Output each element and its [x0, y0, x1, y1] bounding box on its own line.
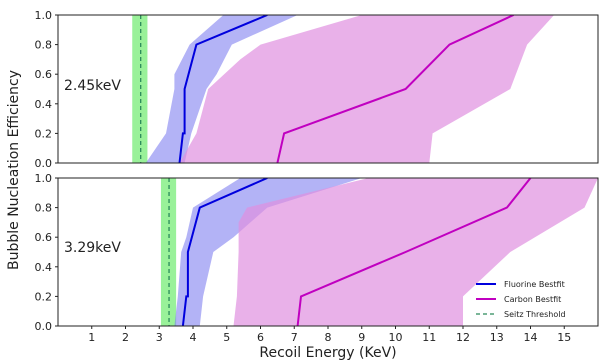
x-tick-label: 5: [223, 331, 230, 344]
y-tick-label: 0.8: [35, 39, 53, 52]
x-tick-label: 8: [325, 331, 332, 344]
x-tick-label: 15: [557, 331, 571, 344]
legend-label-fluorine: Fluorine Bestfit: [504, 280, 565, 289]
panel-label: 3.29keV: [64, 240, 121, 256]
x-tick-label: 7: [291, 331, 298, 344]
y-tick-label: 0.6: [35, 68, 53, 81]
y-tick-label: 0.0: [35, 157, 53, 170]
x-tick-label: 10: [389, 331, 403, 344]
y-tick-label: 0.6: [35, 231, 53, 244]
legend: Fluorine Bestfit Carbon Bestfit Seitz Th…: [476, 280, 566, 319]
panel-bottom: 0.0 0.2 0.4 0.6 0.8 1.0 3.29keV: [35, 172, 599, 333]
x-axis-label: Recoil Energy (KeV): [259, 345, 396, 360]
carbon-band: [233, 178, 598, 326]
carbon-bestfit-line: [276, 15, 515, 163]
legend-label-seitz: Seitz Threshold: [504, 310, 566, 319]
y-tick-label: 0.0: [35, 320, 53, 333]
legend-label-carbon: Carbon Bestfit: [504, 295, 561, 304]
y-tick-label: 0.2: [35, 127, 53, 140]
x-tick-label: 9: [358, 331, 365, 344]
x-tick-label: 13: [490, 331, 504, 344]
y-tick-label: 0.2: [35, 290, 53, 303]
x-tick-label: 1: [88, 331, 95, 344]
x-tick-label: 11: [422, 331, 436, 344]
seitz-band: [132, 15, 148, 163]
x-tick-label: 12: [456, 331, 470, 344]
fluorine-band: [174, 178, 362, 326]
y-tick-label: 1.0: [35, 172, 53, 185]
plot-frame: [57, 14, 599, 164]
carbon-bestfit-line: [296, 178, 532, 326]
y-tick-label: 0.4: [35, 261, 53, 274]
y-tick-label: 1.0: [35, 9, 53, 22]
panel-label: 2.45keV: [64, 78, 121, 94]
y-tick-label: 0.4: [35, 98, 53, 111]
x-tick-label: 4: [190, 331, 197, 344]
carbon-band: [179, 15, 555, 163]
x-tick-label: 2: [122, 331, 129, 344]
y-axis-label: Bubble Nucleation Efficiency: [6, 70, 22, 270]
x-tick-label: 6: [257, 331, 264, 344]
panel-top: 0.0 0.2 0.4 0.6 0.8 1.0 2.45keV: [35, 9, 599, 170]
x-tick-label: 3: [156, 331, 163, 344]
fluorine-bestfit-line: [178, 15, 268, 163]
y-tick-label: 0.8: [35, 202, 53, 215]
x-tick-label: 14: [524, 331, 538, 344]
fluorine-bestfit-line: [181, 178, 268, 326]
